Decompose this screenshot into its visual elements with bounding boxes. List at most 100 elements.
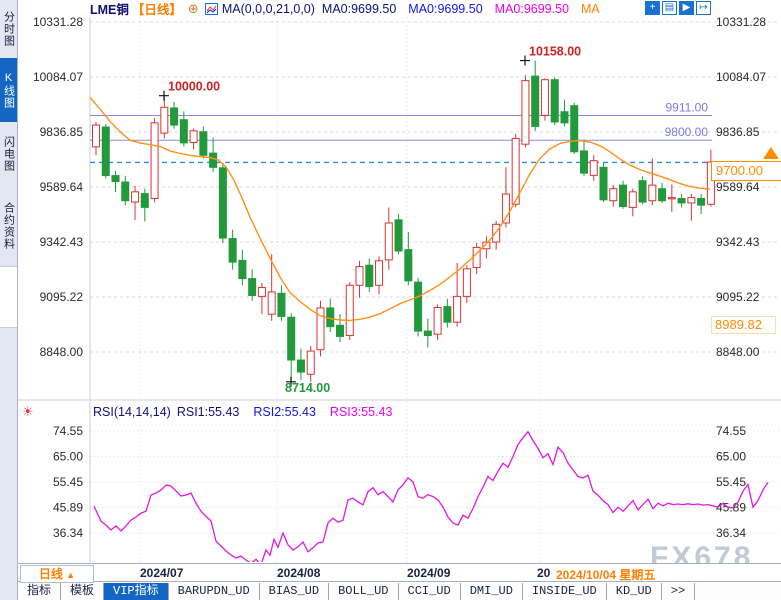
candle-body[interactable] xyxy=(599,166,608,201)
candle-body[interactable] xyxy=(101,126,110,177)
candle-body[interactable] xyxy=(540,79,549,116)
price-axis-label-right: 9342.43 xyxy=(716,235,760,249)
candle-body[interactable] xyxy=(287,316,296,361)
bottom-tab--[interactable]: 模板 xyxy=(61,583,105,600)
candle-body[interactable] xyxy=(482,241,491,250)
rsi-axis-label-left: 36.34 xyxy=(53,526,83,540)
latest-price-arrow-icon xyxy=(763,147,779,159)
candle-body[interactable] xyxy=(111,175,120,183)
candle-body[interactable] xyxy=(218,167,227,239)
candle-body[interactable] xyxy=(248,278,257,296)
candle-body[interactable] xyxy=(179,119,188,144)
candle-body[interactable] xyxy=(423,330,432,337)
candle-body[interactable] xyxy=(375,260,384,286)
rsi-header: ☀ RSI(14,14,14) RSI1:55.43 RSI2:55.43 RS… xyxy=(22,404,392,420)
candle-body[interactable] xyxy=(697,197,706,206)
add-indicator-icon[interactable]: ⊕ xyxy=(187,0,199,16)
bottom-tab-boll-ud[interactable]: BOLL_UD xyxy=(329,583,399,600)
play-scale-icon[interactable]: ▶ xyxy=(679,1,694,15)
candle-body[interactable] xyxy=(414,281,423,332)
candle-body[interactable] xyxy=(306,350,315,375)
candle-body[interactable] xyxy=(267,291,276,315)
candle-body[interactable] xyxy=(150,122,159,199)
bottom-tab-kd-ud[interactable]: KD_UD xyxy=(607,583,662,600)
candle-body[interactable] xyxy=(492,223,501,243)
candle-body[interactable] xyxy=(560,111,569,124)
candle-body[interactable] xyxy=(501,193,510,224)
candle-body[interactable] xyxy=(443,306,452,323)
candle-body[interactable] xyxy=(677,197,686,204)
candle-body[interactable] xyxy=(404,249,413,282)
candle-body[interactable] xyxy=(706,161,715,205)
candle-body[interactable] xyxy=(580,150,588,174)
candle-body[interactable] xyxy=(131,191,140,203)
bottom-tab--[interactable]: 指标 xyxy=(18,583,62,600)
extreme-cross-marker xyxy=(286,376,296,387)
candle-body[interactable] xyxy=(658,188,667,202)
bottom-tab-barupdn-ud[interactable]: BARUPDN_UD xyxy=(169,583,260,600)
candle-body[interactable] xyxy=(209,152,218,168)
candle-body[interactable] xyxy=(433,307,442,335)
candle-body[interactable] xyxy=(570,105,579,153)
candle-body[interactable] xyxy=(238,259,247,280)
candle-body[interactable] xyxy=(228,238,237,263)
indicator-settings-icon[interactable]: ☀ xyxy=(22,404,34,419)
candle-body[interactable] xyxy=(453,295,462,323)
period-up-triangle-icon: ▲ xyxy=(66,570,76,580)
sidebar-item-timeshare[interactable]: 分时图 xyxy=(2,11,15,47)
sidebar-item-kline[interactable]: K线图 xyxy=(0,58,17,122)
candle-body[interactable] xyxy=(355,266,364,286)
candle-body[interactable] xyxy=(648,184,657,202)
bottom-tab-dmi-ud[interactable]: DMI_UD xyxy=(461,583,523,600)
candle-body[interactable] xyxy=(296,359,305,373)
candle-body[interactable] xyxy=(92,124,100,148)
period-label[interactable]: 【日线】 xyxy=(131,3,182,17)
candle-body[interactable] xyxy=(257,286,266,297)
rsi-axis-label-right: 55.45 xyxy=(716,475,746,489)
candle-body[interactable] xyxy=(687,197,696,204)
price-axis-label-left: 9342.43 xyxy=(40,235,84,249)
candle-body[interactable] xyxy=(277,292,286,317)
date-axis-label: 2024/10/04 星期五 xyxy=(556,568,656,582)
candle-body[interactable] xyxy=(336,324,344,337)
candle-body[interactable] xyxy=(550,79,559,123)
candle-body[interactable] xyxy=(121,181,130,202)
candle-body[interactable] xyxy=(521,80,530,145)
candle-body[interactable] xyxy=(316,307,325,351)
candle-body[interactable] xyxy=(170,107,179,126)
candle-body[interactable] xyxy=(638,180,647,203)
bottom-tab--[interactable]: >> xyxy=(662,583,696,600)
candle-body[interactable] xyxy=(384,222,393,261)
candle-body[interactable] xyxy=(589,160,598,176)
candle-body[interactable] xyxy=(394,219,403,252)
sidebar-item-lightning[interactable]: 闪电图 xyxy=(2,136,15,172)
bottom-tab-bias-ud[interactable]: BIAS_UD xyxy=(260,583,330,600)
candle-body[interactable] xyxy=(199,131,208,156)
candle-body[interactable] xyxy=(667,197,676,200)
price-axis-label-left: 10331.28 xyxy=(33,15,83,29)
extreme-price-label: 8714.00 xyxy=(285,381,330,395)
extreme-cross-marker xyxy=(520,55,530,66)
candle-body[interactable] xyxy=(462,268,471,297)
candle-body[interactable] xyxy=(345,284,354,337)
candle-body[interactable] xyxy=(189,130,198,143)
candle-body[interactable] xyxy=(140,193,149,208)
candle-body[interactable] xyxy=(619,184,628,208)
bottom-tab-vip-[interactable]: VIP指标 xyxy=(104,583,169,600)
move-tool-icon[interactable]: + xyxy=(645,1,660,15)
candle-body[interactable] xyxy=(531,75,540,127)
candle-body[interactable] xyxy=(160,106,169,134)
ma-line xyxy=(89,97,711,322)
bottom-tab-cci-ud[interactable]: CCI_UD xyxy=(399,583,461,600)
candle-body[interactable] xyxy=(628,191,637,208)
candle-body[interactable] xyxy=(609,188,618,202)
sidebar-item-contract-info[interactable]: 合约资料 xyxy=(2,202,15,250)
candle-body[interactable] xyxy=(365,264,374,288)
candle-body[interactable] xyxy=(511,137,520,205)
period-selector[interactable]: 日线 ▲ xyxy=(20,565,94,583)
jump-latest-icon[interactable]: ↦ xyxy=(696,1,711,15)
chart-pane-icon[interactable]: ▤ xyxy=(662,1,677,15)
current-price-tag: 9700.00 xyxy=(711,161,781,181)
bottom-tab-inside-ud[interactable]: INSIDE_UD xyxy=(523,583,607,600)
